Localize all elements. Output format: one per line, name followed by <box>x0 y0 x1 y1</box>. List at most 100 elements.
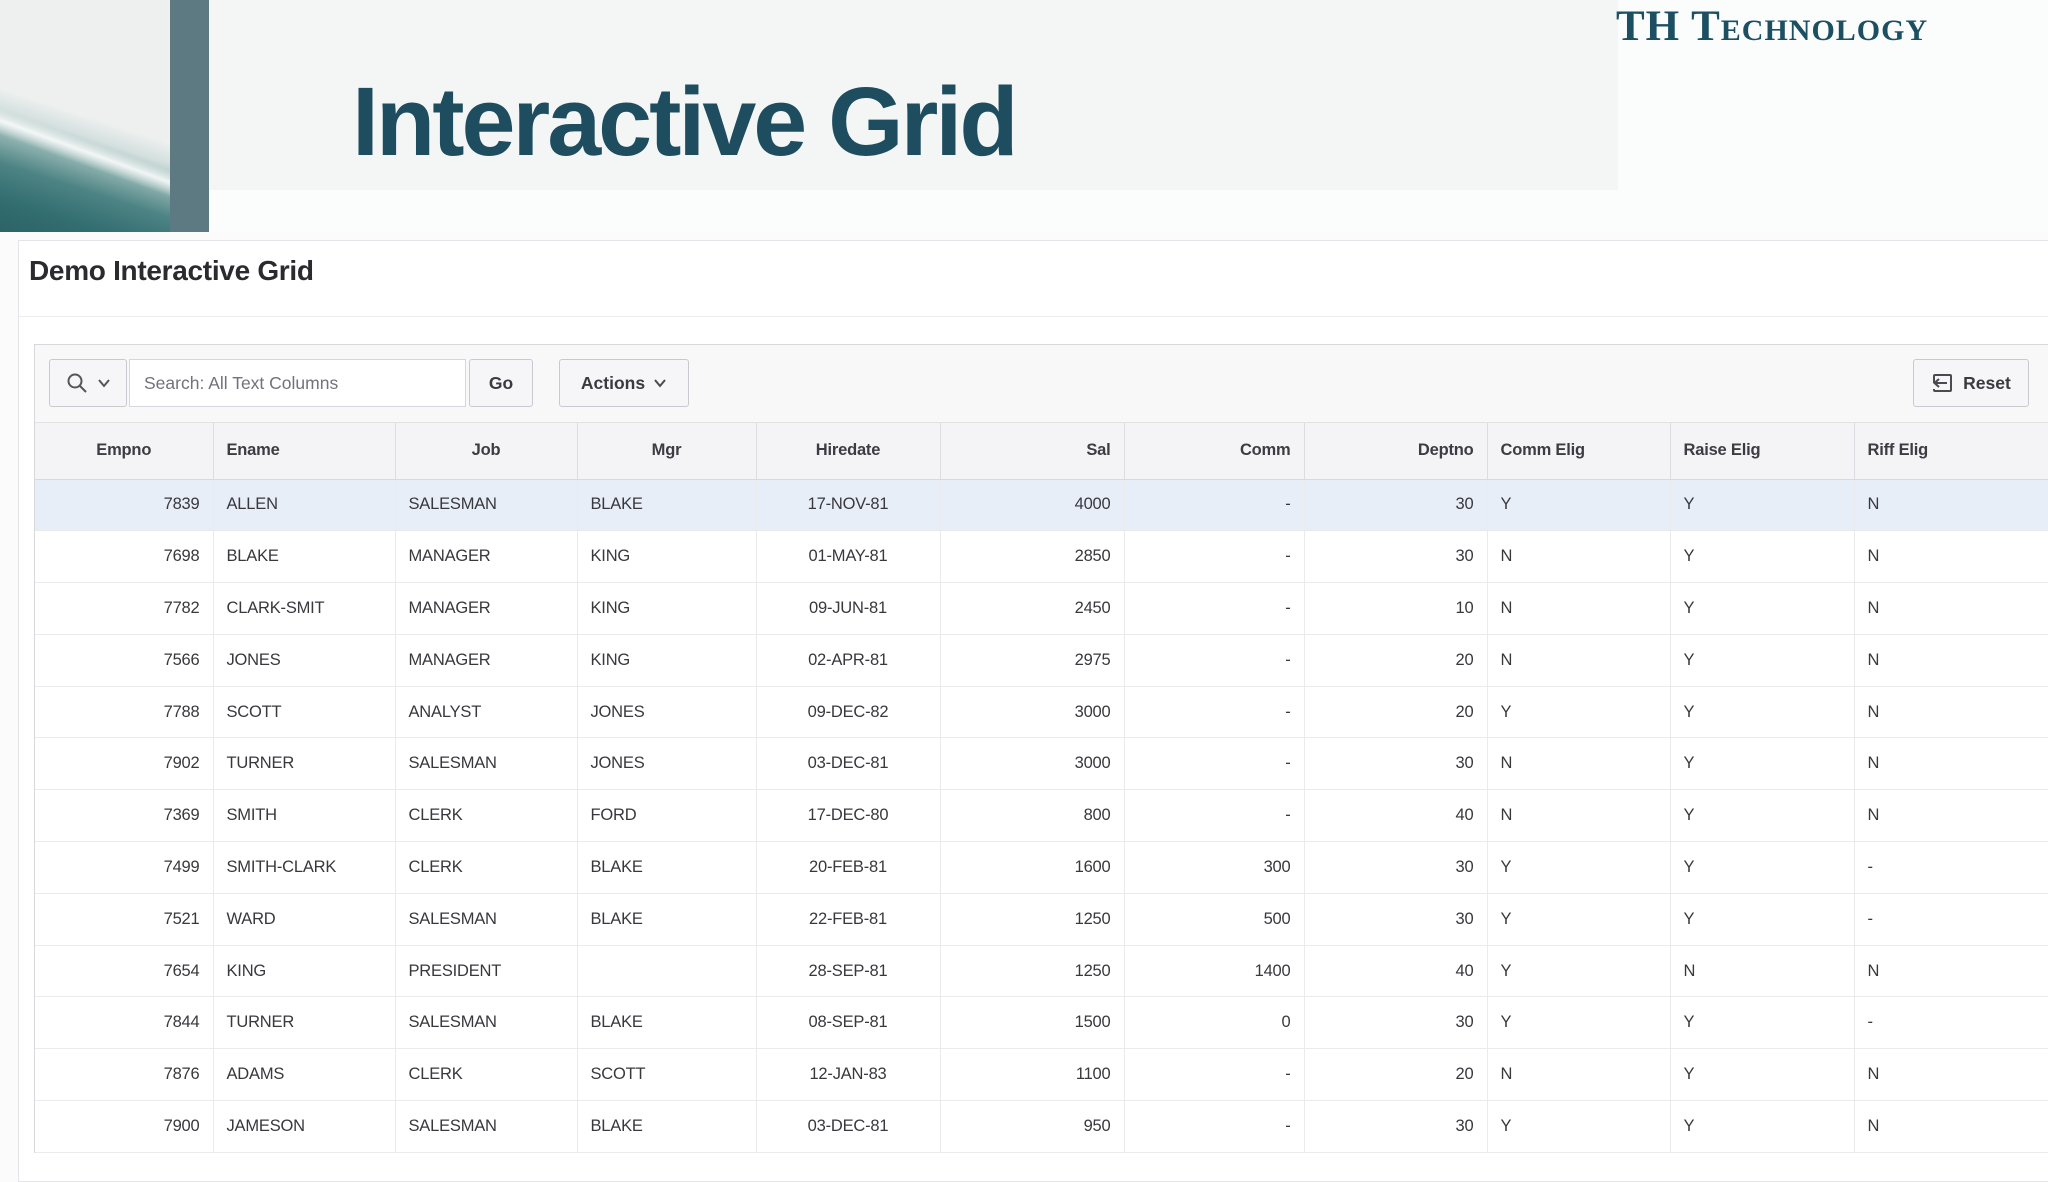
table-row[interactable]: 7876 ADAMS CLERK SCOTT 12-JAN-83 1100-20 N Y N <box>35 1048 2048 1102</box>
cell-mgr[interactable]: FORD <box>577 789 757 843</box>
cell-sal[interactable]: 2850 <box>940 530 1125 584</box>
cell-ename[interactable]: TURNER <box>213 737 396 791</box>
table-row[interactable]: 7698 BLAKE MANAGER KING 01-MAY-81 2850-30 N Y N <box>35 530 2048 584</box>
cell-hiredate[interactable]: 09-DEC-82 <box>756 686 941 739</box>
cell-job[interactable]: SALESMAN <box>395 737 578 791</box>
cell-mgr[interactable]: BLAKE <box>577 1100 757 1153</box>
cell-comm-elig[interactable]: N <box>1487 789 1671 843</box>
cell-riff-elig[interactable]: N <box>1854 1048 2048 1102</box>
cell-hiredate[interactable]: 03-DEC-81 <box>756 737 941 791</box>
cell-job[interactable]: MANAGER <box>395 530 578 584</box>
column-header-raise-elig[interactable]: Raise Elig <box>1670 423 1855 480</box>
cell-mgr[interactable]: JONES <box>577 686 757 739</box>
table-row[interactable]: 7839 ALLEN SALESMAN BLAKE 17-NOV-81 4000-30 Y Y… <box>35 479 2048 532</box>
table-row[interactable]: 7902 TURNER SALESMAN JONES 03-DEC-81 3000-30 N… <box>35 737 2048 791</box>
go-button[interactable]: Go <box>469 359 533 407</box>
column-header-empno[interactable]: Empno <box>35 423 214 480</box>
cell-ename[interactable]: CLARK-SMIT <box>213 582 396 635</box>
cell-ename[interactable]: ALLEN <box>213 479 396 532</box>
cell-hiredate[interactable]: 28-SEP-81 <box>756 945 941 998</box>
cell-raise-elig[interactable]: Y <box>1670 634 1855 687</box>
cell-hiredate[interactable]: 20-FEB-81 <box>756 841 941 894</box>
cell-raise-elig[interactable]: Y <box>1670 789 1855 843</box>
cell-ename[interactable]: ADAMS <box>213 1048 396 1102</box>
cell-sal[interactable]: 800 <box>940 789 1125 843</box>
cell-comm-elig[interactable]: N <box>1487 634 1671 687</box>
column-header-comm[interactable]: Comm <box>1124 423 1305 480</box>
cell-sal[interactable]: 1100 <box>940 1048 1125 1102</box>
cell-sal[interactable]: 1250 <box>940 893 1125 946</box>
reset-button[interactable]: Reset <box>1913 359 2029 407</box>
cell-raise-elig[interactable]: Y <box>1670 737 1855 791</box>
cell-riff-elig[interactable]: N <box>1854 634 2048 687</box>
cell-sal[interactable]: 1600 <box>940 841 1125 894</box>
cell-empno[interactable]: 7654 <box>35 945 214 998</box>
cell-mgr[interactable]: BLAKE <box>577 893 757 946</box>
cell-ename[interactable]: SMITH-CLARK <box>213 841 396 894</box>
cell-riff-elig[interactable]: N <box>1854 1100 2048 1153</box>
table-row[interactable]: 7499 SMITH-CLARK CLERK BLAKE 20-FEB-81 1600 30… <box>35 841 2048 894</box>
cell-raise-elig[interactable]: N <box>1670 945 1855 998</box>
cell-deptno[interactable]: 30 <box>1304 996 1488 1050</box>
cell-empno[interactable]: 7499 <box>35 841 214 894</box>
cell-riff-elig[interactable]: N <box>1854 530 2048 584</box>
cell-riff-elig[interactable]: N <box>1854 945 2048 998</box>
cell-comm[interactable]: - <box>1124 737 1305 791</box>
cell-comm-elig[interactable]: Y <box>1487 479 1671 532</box>
cell-comm[interactable]: - <box>1124 582 1305 635</box>
cell-deptno[interactable]: 30 <box>1304 893 1488 946</box>
cell-comm-elig[interactable]: Y <box>1487 686 1671 739</box>
cell-job[interactable]: SALESMAN <box>395 479 578 532</box>
cell-ename[interactable]: KING <box>213 945 396 998</box>
cell-ename[interactable]: TURNER <box>213 996 396 1050</box>
cell-mgr[interactable]: KING <box>577 530 757 584</box>
cell-sal[interactable]: 3000 <box>940 686 1125 739</box>
table-row[interactable]: 7844 TURNER SALESMAN BLAKE 08-SEP-81 1500 0 30 Y… <box>35 996 2048 1050</box>
cell-hiredate[interactable]: 01-MAY-81 <box>756 530 941 584</box>
cell-comm-elig[interactable]: N <box>1487 737 1671 791</box>
cell-sal[interactable]: 2450 <box>940 582 1125 635</box>
cell-riff-elig[interactable]: N <box>1854 582 2048 635</box>
cell-hiredate[interactable]: 17-DEC-80 <box>756 789 941 843</box>
cell-ename[interactable]: JAMESON <box>213 1100 396 1153</box>
cell-deptno[interactable]: 30 <box>1304 841 1488 894</box>
table-row[interactable]: 7788 SCOTT ANALYST JONES 09-DEC-82 3000-20 Y Y N <box>35 686 2048 739</box>
cell-hiredate[interactable]: 02-APR-81 <box>756 634 941 687</box>
cell-job[interactable]: PRESIDENT <box>395 945 578 998</box>
cell-job[interactable]: MANAGER <box>395 634 578 687</box>
cell-raise-elig[interactable]: Y <box>1670 893 1855 946</box>
table-row[interactable]: 7369 SMITH CLERK FORD 17-DEC-80 800-40 N Y N <box>35 789 2048 843</box>
column-header-sal[interactable]: Sal <box>940 423 1125 480</box>
cell-sal[interactable]: 950 <box>940 1100 1125 1153</box>
cell-job[interactable]: CLERK <box>395 1048 578 1102</box>
cell-sal[interactable]: 4000 <box>940 479 1125 532</box>
cell-riff-elig[interactable]: N <box>1854 789 2048 843</box>
cell-comm-elig[interactable]: Y <box>1487 945 1671 998</box>
cell-hiredate[interactable]: 03-DEC-81 <box>756 1100 941 1153</box>
cell-hiredate[interactable]: 22-FEB-81 <box>756 893 941 946</box>
cell-raise-elig[interactable]: Y <box>1670 841 1855 894</box>
cell-empno[interactable]: 7521 <box>35 893 214 946</box>
cell-deptno[interactable]: 10 <box>1304 582 1488 635</box>
cell-empno[interactable]: 7876 <box>35 1048 214 1102</box>
cell-riff-elig[interactable]: N <box>1854 686 2048 739</box>
cell-empno[interactable]: 7782 <box>35 582 214 635</box>
cell-job[interactable]: ANALYST <box>395 686 578 739</box>
cell-comm[interactable]: - <box>1124 686 1305 739</box>
cell-comm-elig[interactable]: Y <box>1487 996 1671 1050</box>
cell-comm[interactable]: 500 <box>1124 893 1305 946</box>
column-header-mgr[interactable]: Mgr <box>577 423 757 480</box>
cell-deptno[interactable]: 30 <box>1304 530 1488 584</box>
cell-sal[interactable]: 1250 <box>940 945 1125 998</box>
cell-riff-elig[interactable]: - <box>1854 893 2048 946</box>
cell-hiredate[interactable]: 17-NOV-81 <box>756 479 941 532</box>
cell-deptno[interactable]: 20 <box>1304 1048 1488 1102</box>
cell-ename[interactable]: SMITH <box>213 789 396 843</box>
column-header-job[interactable]: Job <box>395 423 578 480</box>
column-header-comm-elig[interactable]: Comm Elig <box>1487 423 1671 480</box>
cell-sal[interactable]: 1500 <box>940 996 1125 1050</box>
column-header-ename[interactable]: Ename <box>213 423 396 480</box>
cell-raise-elig[interactable]: Y <box>1670 996 1855 1050</box>
cell-deptno[interactable]: 40 <box>1304 945 1488 998</box>
cell-comm[interactable]: - <box>1124 1048 1305 1102</box>
